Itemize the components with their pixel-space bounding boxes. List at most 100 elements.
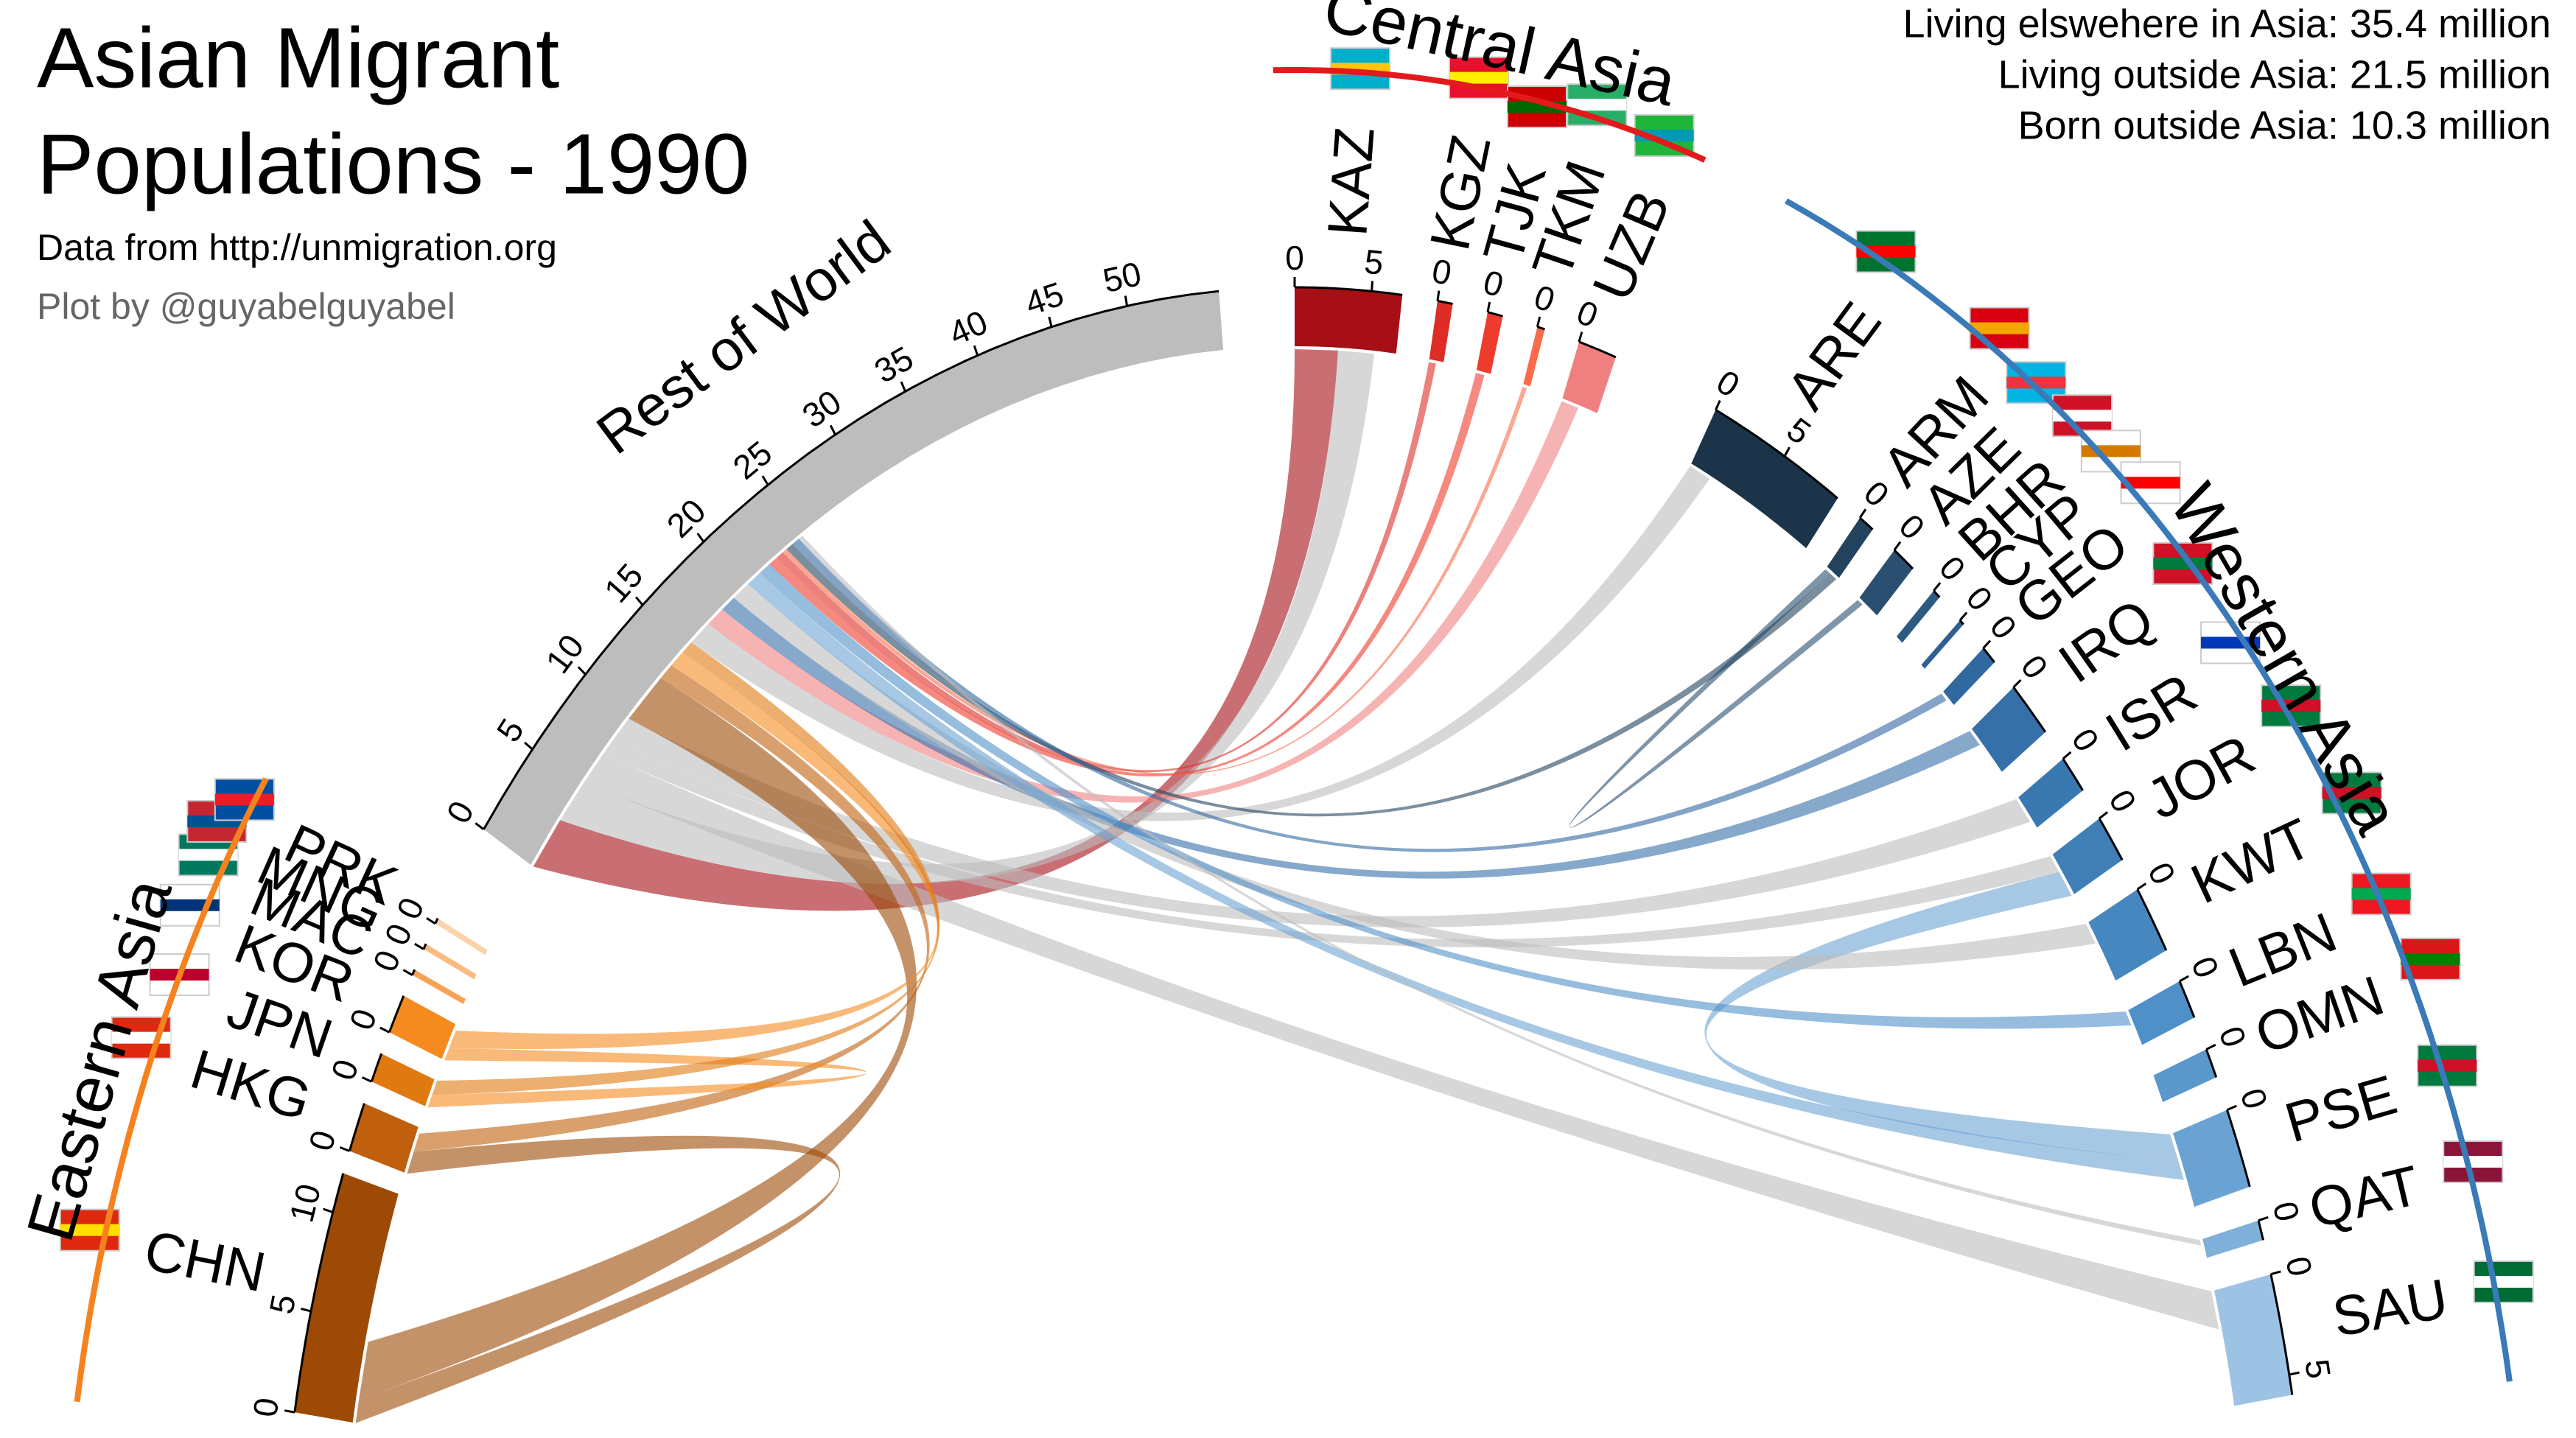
sector: [1972, 687, 2045, 772]
sector: [1523, 326, 1545, 387]
sector: [1943, 648, 1995, 705]
country-label: SAU: [2328, 1268, 2453, 1350]
flag-stripe: [2401, 953, 2460, 965]
ribbon: [1569, 569, 1863, 828]
tick-label: 0: [438, 795, 481, 830]
tick-label: 5: [1780, 410, 1819, 452]
flag-stripe: [214, 793, 274, 806]
region-arc: [1273, 67, 1707, 163]
credit: Plot by @guyabelguyabel: [37, 286, 455, 327]
sector: [1921, 620, 1964, 669]
tick-label: 40: [943, 303, 993, 353]
tick-mark: [1371, 281, 1374, 292]
sector-axis: [1982, 647, 1996, 663]
sector: [435, 918, 488, 955]
tick-mark: [323, 1207, 334, 1213]
tick-label: 45: [1021, 274, 1068, 323]
sector: [2052, 818, 2123, 894]
sector: [423, 944, 477, 980]
tick-mark: [284, 1409, 295, 1414]
tick-label: 0: [365, 944, 408, 977]
tick-mark: [1959, 611, 1968, 622]
tick-mark: [1783, 446, 1791, 457]
tick-mark: [2258, 1216, 2269, 1222]
tick-label: 10: [282, 1180, 329, 1226]
tick-label: 0: [2233, 1084, 2275, 1113]
tick-mark: [426, 917, 436, 925]
ribbons: [355, 349, 2219, 1423]
flag-stripe: [2006, 376, 2066, 389]
chart-title: Populations - 1990: [37, 116, 749, 212]
flag-stripe: [2351, 888, 2411, 900]
tick-mark: [475, 822, 485, 831]
tick-label: 0: [1572, 292, 1603, 335]
sector-axis: [1487, 311, 1503, 318]
sector-axis: [1578, 340, 1617, 359]
country-label: ARE: [1774, 291, 1893, 421]
tick-mark: [973, 345, 979, 356]
tick-label: 0: [1480, 262, 1508, 304]
tick-mark: [1578, 332, 1583, 343]
sector: [1827, 517, 1873, 578]
tick-mark: [761, 475, 769, 485]
sector-axis: [388, 995, 405, 1033]
tick-label: 0: [2184, 951, 2227, 983]
sector-axis: [1437, 299, 1454, 306]
tick-label: 5: [2297, 1357, 2338, 1381]
flag-stripe: [178, 849, 238, 861]
sector: [1476, 312, 1503, 374]
tick-label: 0: [1429, 251, 1455, 292]
country-label: KWT: [2182, 807, 2321, 916]
tick-mark: [1536, 316, 1541, 327]
tick-mark: [361, 1076, 372, 1083]
sector-axis: [1536, 326, 1545, 331]
tick-label: 0: [1983, 608, 2025, 646]
country-label: PSE: [2278, 1064, 2404, 1155]
sector-axis: [1893, 549, 1914, 570]
sector: [2018, 759, 2083, 828]
tick-label: 0: [1959, 579, 2000, 618]
tick-label: 30: [795, 382, 848, 435]
sector: [2202, 1220, 2264, 1258]
tick-label: 0: [301, 1126, 343, 1155]
tick-label: 0: [245, 1395, 286, 1419]
sector-axis: [1715, 409, 1838, 499]
flag-stripe: [2474, 1275, 2533, 1288]
flag-stripe: [2121, 477, 2180, 489]
tick-label: 0: [1530, 277, 1560, 319]
tick-mark: [577, 666, 587, 676]
sector: [1859, 550, 1913, 616]
stat: Living elswehere in Asia: 35.4 million: [1903, 1, 2551, 46]
tick-label: 0: [1285, 239, 1304, 277]
sector-axis: [1859, 516, 1874, 530]
tick-mark: [1933, 582, 1942, 592]
tick-label: 35: [868, 338, 920, 390]
tick-label: 5: [1362, 242, 1385, 281]
tick-mark: [1124, 295, 1129, 306]
ribbon: [560, 350, 1374, 885]
tick-label: 0: [2266, 1198, 2308, 1225]
ribbon: [359, 678, 917, 1400]
country-label: CHN: [139, 1219, 270, 1305]
tick-label: 0: [2211, 1021, 2254, 1052]
region-label: Eastern Asia: [13, 870, 186, 1249]
sector-axis: [483, 290, 1219, 830]
country-label: KAZ: [1316, 125, 1386, 239]
tick-mark: [2226, 1104, 2237, 1111]
flag-stripe: [2322, 787, 2381, 799]
chart-title: Asian Migrant: [37, 10, 559, 106]
sector: [1691, 410, 1838, 549]
sector: [2128, 981, 2194, 1045]
tick-label: 15: [597, 556, 651, 610]
tick-label: 0: [1932, 548, 1973, 588]
tick-label: 0: [323, 1055, 365, 1085]
tick-label: 0: [389, 891, 432, 925]
region-arc: [1785, 198, 2513, 1382]
sector-axis: [2062, 758, 2084, 791]
flag-stripe: [2418, 1059, 2477, 1072]
ribbon: [427, 1048, 867, 1108]
sector-axis: [2178, 981, 2196, 1018]
sector-axis: [370, 1053, 383, 1082]
tick-mark: [414, 942, 424, 950]
sector: [483, 291, 1224, 865]
